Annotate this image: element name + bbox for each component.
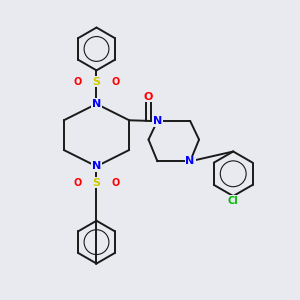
- Text: N: N: [153, 116, 162, 126]
- Text: O: O: [144, 92, 153, 101]
- Text: Cl: Cl: [228, 196, 238, 206]
- Text: N: N: [92, 161, 101, 171]
- Text: S: S: [92, 76, 101, 87]
- Text: O: O: [112, 178, 120, 188]
- Text: N: N: [92, 99, 101, 109]
- Text: O: O: [112, 76, 120, 87]
- Text: O: O: [73, 178, 81, 188]
- Text: N: N: [185, 156, 195, 166]
- Text: S: S: [92, 178, 101, 188]
- Text: O: O: [73, 76, 81, 87]
